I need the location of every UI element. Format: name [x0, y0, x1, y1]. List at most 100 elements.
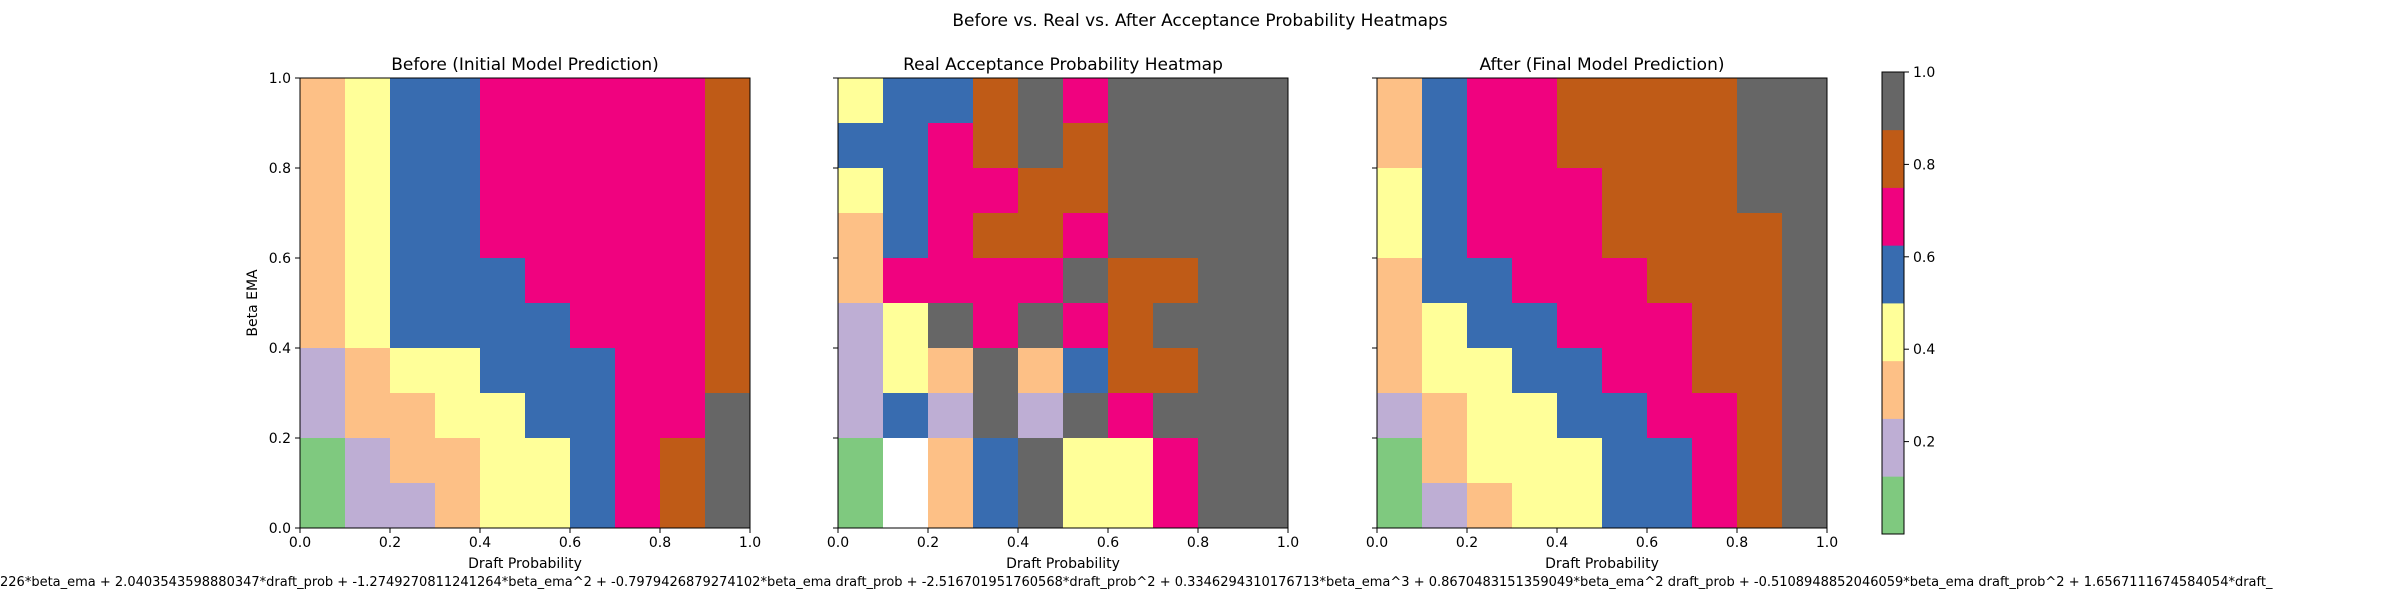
- heatmap-cell: [1782, 438, 1828, 484]
- heatmap-cell: [480, 123, 526, 169]
- heatmap-cell: [1467, 393, 1513, 439]
- heatmap-cell: [1108, 483, 1154, 529]
- heatmap-cell: [1198, 123, 1244, 169]
- x-tick-label: 0.2: [379, 535, 401, 551]
- heatmap-cell: [1243, 348, 1289, 394]
- x-tick-label: 0.2: [1456, 535, 1478, 551]
- heatmap-cell: [928, 483, 974, 529]
- heatmap-cell: [525, 483, 571, 529]
- x-tick-label: 0.2: [917, 535, 939, 551]
- heatmap-cell: [1108, 78, 1154, 124]
- heatmap-cell: [1377, 348, 1423, 394]
- heatmap-cell: [1647, 438, 1693, 484]
- heatmap-cell: [660, 438, 706, 484]
- heatmap-cell: [570, 123, 616, 169]
- colorbar-segment: [1882, 418, 1904, 477]
- x-tick-label: 0.4: [1007, 535, 1029, 551]
- heatmap-cell: [838, 213, 884, 259]
- heatmap-cell: [1467, 168, 1513, 214]
- heatmap-cell: [1018, 438, 1064, 484]
- heatmap-cell: [1647, 168, 1693, 214]
- heatmap-cell: [615, 303, 661, 349]
- heatmap-cell: [838, 438, 884, 484]
- heatmap-cell: [1153, 123, 1199, 169]
- heatmap-cell: [660, 348, 706, 394]
- heatmap-cell: [973, 258, 1019, 304]
- x-tick-label: 0.6: [1636, 535, 1658, 551]
- heatmap-cell: [300, 483, 346, 529]
- fit-equation: 226*beta_ema + 2.0403543598880347*draft_…: [0, 575, 2273, 590]
- x-tick-label: 0.8: [1726, 535, 1748, 551]
- heatmap-cell: [1737, 393, 1783, 439]
- heatmap-cell: [1512, 483, 1558, 529]
- heatmap-cell: [1198, 393, 1244, 439]
- heatmap-cell: [1243, 78, 1289, 124]
- panel-title: Real Acceptance Probability Heatmap: [903, 55, 1223, 75]
- heatmap-cell: [390, 213, 436, 259]
- heatmap-cell: [615, 438, 661, 484]
- heatmap-cell: [1512, 168, 1558, 214]
- heatmap-cell: [1737, 348, 1783, 394]
- heatmap-cell: [883, 168, 929, 214]
- heatmap-cell: [1557, 258, 1603, 304]
- heatmap-cell: [435, 348, 481, 394]
- heatmap-cell: [1108, 168, 1154, 214]
- heatmap-cell: [390, 258, 436, 304]
- heatmap-cell: [1422, 258, 1468, 304]
- heatmap-cell: [480, 483, 526, 529]
- heatmap-cell: [1737, 438, 1783, 484]
- heatmap-cell: [1422, 168, 1468, 214]
- heatmap-cell: [1467, 213, 1513, 259]
- heatmap-cell: [1737, 123, 1783, 169]
- heatmap-cell: [705, 213, 751, 259]
- heatmap-cell: [345, 393, 391, 439]
- heatmap-cell: [1422, 483, 1468, 529]
- heatmap-cell: [1063, 168, 1109, 214]
- heatmap-cell: [1243, 393, 1289, 439]
- heatmap-cell: [1422, 123, 1468, 169]
- heatmap-cell: [480, 438, 526, 484]
- heatmap-cell: [973, 123, 1019, 169]
- x-tick-label: 0.4: [469, 535, 491, 551]
- heatmap-cell: [1018, 213, 1064, 259]
- heatmap-cell: [1647, 78, 1693, 124]
- heatmap-cell: [1198, 438, 1244, 484]
- heatmap-cell: [1737, 168, 1783, 214]
- heatmap-cell: [1647, 393, 1693, 439]
- y-tick-label: 0.6: [269, 251, 291, 267]
- colorbar-segment: [1882, 245, 1904, 304]
- heatmap-cell: [1557, 393, 1603, 439]
- colorbar-segment: [1882, 476, 1904, 535]
- heatmap-cell: [1557, 438, 1603, 484]
- heatmap-cell: [883, 348, 929, 394]
- heatmap-cell: [1512, 303, 1558, 349]
- colorbar: 0.2 0.4 0.6 0.8 1.0: [1881, 65, 1935, 535]
- heatmap-cell: [1108, 258, 1154, 304]
- heatmap-cell: [1377, 168, 1423, 214]
- heatmap-cell: [1467, 303, 1513, 349]
- heatmap-cell: [435, 123, 481, 169]
- heatmap-cell: [1692, 123, 1738, 169]
- heatmap-cell: [1557, 303, 1603, 349]
- heatmap-cell: [300, 393, 346, 439]
- heatmap-cell: [1782, 168, 1828, 214]
- heatmap-cell: [973, 78, 1019, 124]
- heatmap-cell: [525, 303, 571, 349]
- heatmap-cell: [570, 483, 616, 529]
- heatmap-cell: [838, 123, 884, 169]
- heatmap-cell: [1782, 213, 1828, 259]
- heatmap-cell: [1512, 123, 1558, 169]
- heatmap-cell: [390, 438, 436, 484]
- heatmap-cell: [570, 303, 616, 349]
- x-tick-label: 0.0: [289, 535, 311, 551]
- colorbar-segment: [1882, 129, 1904, 188]
- heatmap-cell: [1018, 393, 1064, 439]
- heatmap-cell: [1377, 78, 1423, 124]
- heatmap-cell: [1377, 213, 1423, 259]
- heatmap-cell: [345, 123, 391, 169]
- heatmap-cell: [1737, 213, 1783, 259]
- heatmap-cell: [1467, 123, 1513, 169]
- heatmap-cell: [1018, 303, 1064, 349]
- heatmap-cell: [928, 348, 974, 394]
- heatmap-cell: [1153, 438, 1199, 484]
